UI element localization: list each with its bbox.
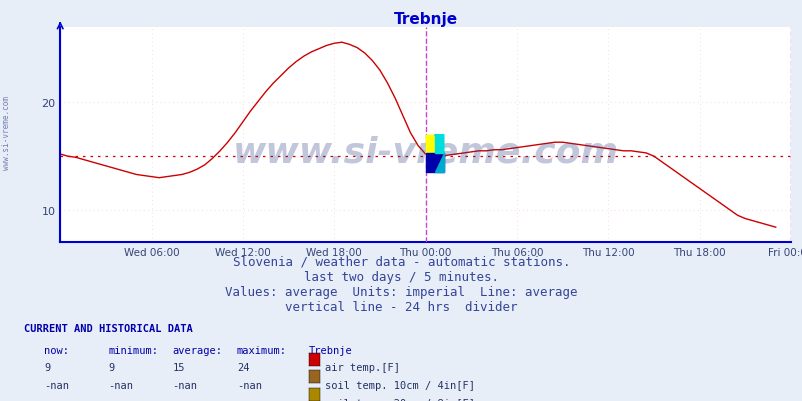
Title: Trebnje: Trebnje — [393, 12, 457, 27]
Text: 15: 15 — [172, 363, 185, 373]
Polygon shape — [434, 154, 444, 173]
Text: soil temp. 20cm / 8in[F]: soil temp. 20cm / 8in[F] — [325, 398, 475, 401]
Text: -nan: -nan — [237, 380, 261, 390]
Text: Values: average  Units: imperial  Line: average: Values: average Units: imperial Line: av… — [225, 285, 577, 298]
Bar — [425, 154, 444, 173]
Text: soil temp. 10cm / 4in[F]: soil temp. 10cm / 4in[F] — [325, 380, 475, 390]
Text: last two days / 5 minutes.: last two days / 5 minutes. — [304, 270, 498, 283]
Text: Slovenia / weather data - automatic stations.: Slovenia / weather data - automatic stat… — [233, 255, 569, 267]
Text: -nan: -nan — [172, 398, 197, 401]
Text: -nan: -nan — [172, 380, 197, 390]
Text: 24: 24 — [237, 363, 249, 373]
Text: average:: average: — [172, 345, 222, 355]
Text: 9: 9 — [108, 363, 115, 373]
Polygon shape — [434, 135, 444, 154]
Polygon shape — [425, 135, 434, 154]
Text: -nan: -nan — [108, 398, 133, 401]
Text: www.si-vreme.com: www.si-vreme.com — [2, 95, 11, 169]
Polygon shape — [434, 135, 444, 154]
Text: -nan: -nan — [44, 380, 69, 390]
Bar — [425, 135, 434, 154]
Text: www.si-vreme.com: www.si-vreme.com — [233, 136, 618, 170]
Text: CURRENT AND HISTORICAL DATA: CURRENT AND HISTORICAL DATA — [24, 323, 192, 333]
Text: maximum:: maximum: — [237, 345, 286, 355]
Text: air temp.[F]: air temp.[F] — [325, 363, 399, 373]
Text: Trebnje: Trebnje — [309, 345, 352, 355]
Text: -nan: -nan — [44, 398, 69, 401]
Text: -nan: -nan — [237, 398, 261, 401]
Text: -nan: -nan — [108, 380, 133, 390]
Text: minimum:: minimum: — [108, 345, 158, 355]
Text: 9: 9 — [44, 363, 51, 373]
Text: vertical line - 24 hrs  divider: vertical line - 24 hrs divider — [285, 300, 517, 313]
Text: now:: now: — [44, 345, 69, 355]
